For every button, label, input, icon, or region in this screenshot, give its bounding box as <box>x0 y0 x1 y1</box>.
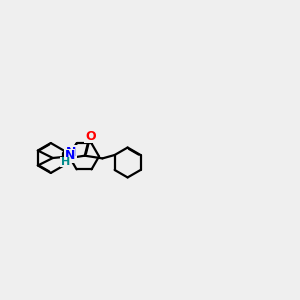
Text: H: H <box>61 157 70 167</box>
Text: N: N <box>64 149 75 162</box>
Text: N: N <box>65 146 76 159</box>
Text: O: O <box>85 130 96 143</box>
